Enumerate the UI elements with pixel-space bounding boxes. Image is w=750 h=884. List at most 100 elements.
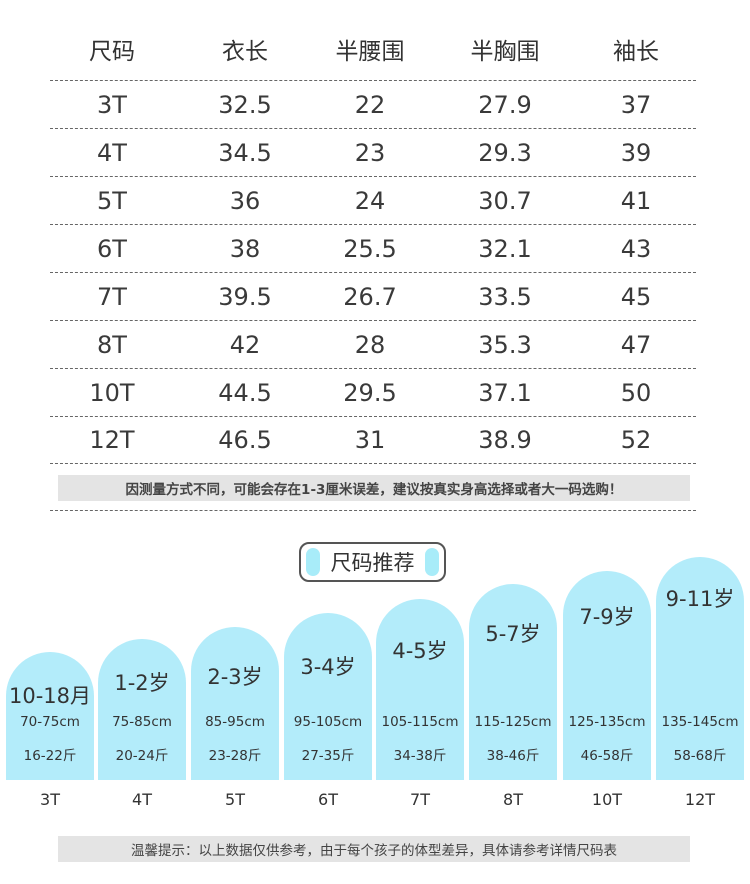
weight-range: 23-28斤	[208, 748, 262, 764]
recommend-column-5t: 2-3岁 85-95cm 23-28斤	[191, 627, 279, 780]
table-header: 尺码 衣长 半腰围 半胸围 袖长	[50, 18, 696, 80]
cell-length: 46.5	[218, 426, 272, 454]
cell-sleeve: 50	[620, 378, 652, 407]
column-size-label: 7T	[410, 790, 430, 809]
cell-waist: 31	[354, 426, 386, 454]
table-row: 12T 46.5 31 38.9 52	[50, 416, 696, 464]
height-range: 85-95cm	[205, 714, 265, 730]
weight-range: 46-58斤	[580, 748, 634, 764]
recommend-column-3t: 10-18月 70-75cm 16-22斤	[6, 652, 94, 780]
cell-size: 7T	[97, 282, 127, 311]
cell-length: 39.5	[218, 282, 272, 311]
age-label: 4-5岁	[392, 639, 448, 663]
cell-waist: 24	[354, 186, 386, 215]
pill-decoration	[425, 548, 439, 576]
column-size-label: 10T	[591, 790, 623, 809]
table-row: 4T 34.5 23 29.3 39	[50, 128, 696, 176]
column-size-label: 4T	[132, 790, 152, 809]
height-range: 125-135cm	[568, 714, 646, 730]
age-label: 7-9岁	[579, 605, 635, 629]
cell-length: 34.5	[218, 138, 272, 167]
header-length: 衣长	[222, 39, 268, 65]
cell-waist: 29.5	[343, 378, 397, 407]
header-waist: 半腰围	[335, 39, 405, 65]
weight-range: 27-35斤	[301, 748, 355, 764]
column-size-label: 5T	[225, 790, 245, 809]
table-row: 6T 38 25.5 32.1 43	[50, 224, 696, 272]
recommend-column-6t: 3-4岁 95-105cm 27-35斤	[284, 613, 372, 780]
cell-size: 10T	[89, 378, 135, 407]
cell-chest: 35.3	[478, 330, 532, 359]
measure-note: 因测量方式不同，可能会存在1-3厘米误差，建议按真实身高选择或者大一码选购！	[58, 475, 690, 501]
column-size-label: 8T	[503, 790, 523, 809]
cell-waist: 28	[354, 330, 386, 359]
age-label: 3-4岁	[300, 655, 356, 679]
table-row: 5T 36 24 30.7 41	[50, 176, 696, 224]
cell-sleeve: 39	[620, 138, 652, 167]
table-row: 3T 32.5 22 27.9 37	[50, 80, 696, 128]
age-label: 1-2岁	[114, 671, 170, 695]
divider	[50, 510, 696, 511]
cell-size: 5T	[97, 186, 127, 215]
table-row: 8T 42 28 35.3 47	[50, 320, 696, 368]
cell-length: 42	[229, 330, 261, 359]
weight-range: 58-68斤	[673, 748, 727, 764]
height-range: 95-105cm	[293, 714, 363, 730]
header-chest: 半胸围	[470, 39, 540, 65]
recommend-title-box: 尺码推荐	[299, 542, 446, 582]
height-range: 70-75cm	[20, 714, 80, 730]
table-row: 7T 39.5 26.7 33.5 45	[50, 272, 696, 320]
recommend-column-7t: 4-5岁 105-115cm 34-38斤	[376, 599, 464, 780]
recommend-column-10t: 7-9岁 125-135cm 46-58斤	[563, 571, 651, 780]
cell-chest: 27.9	[478, 90, 532, 119]
cell-chest: 37.1	[478, 378, 532, 407]
cell-chest: 33.5	[478, 282, 532, 311]
cell-size: 12T	[89, 426, 135, 454]
cell-waist: 23	[354, 138, 386, 167]
cell-sleeve: 43	[620, 234, 652, 263]
cell-sleeve: 41	[620, 186, 652, 215]
column-size-label: 12T	[684, 790, 716, 809]
height-range: 75-85cm	[112, 714, 172, 730]
recommend-column-8t: 5-7岁 115-125cm 38-46斤	[469, 584, 557, 780]
weight-range: 20-24斤	[115, 748, 169, 764]
recommend-column-12t: 9-11岁 135-145cm 58-68斤	[656, 557, 744, 780]
cell-size: 3T	[97, 90, 127, 119]
weight-range: 34-38斤	[393, 748, 447, 764]
tip-note: 温馨提示：以上数据仅供参考，由于每个孩子的体型差异，具体请参考详情尺码表	[58, 836, 690, 862]
cell-chest: 32.1	[478, 234, 532, 263]
cell-sleeve: 52	[620, 426, 652, 454]
cell-size: 8T	[97, 330, 127, 359]
height-range: 115-125cm	[474, 714, 552, 730]
cell-chest: 38.9	[478, 426, 532, 454]
table-row: 10T 44.5 29.5 37.1 50	[50, 368, 696, 416]
height-range: 105-115cm	[381, 714, 459, 730]
age-label: 2-3岁	[207, 665, 263, 689]
cell-length: 44.5	[218, 378, 272, 407]
cell-sleeve: 47	[620, 330, 652, 359]
cell-size: 6T	[97, 234, 127, 263]
cell-length: 38	[229, 234, 261, 263]
cell-waist: 26.7	[343, 282, 397, 311]
cell-chest: 30.7	[478, 186, 532, 215]
size-table: 尺码 衣长 半腰围 半胸围 袖长 3T 32.5 22 27.9 37 4T 3…	[50, 18, 696, 464]
cell-size: 4T	[97, 138, 127, 167]
age-label: 10-18月	[8, 684, 92, 708]
weight-range: 16-22斤	[23, 748, 77, 764]
column-size-label: 6T	[318, 790, 338, 809]
age-label: 5-7岁	[485, 622, 541, 646]
height-range: 135-145cm	[661, 714, 739, 730]
column-size-label: 3T	[40, 790, 60, 809]
recommend-column-4t: 1-2岁 75-85cm 20-24斤	[98, 639, 186, 780]
cell-waist: 25.5	[343, 234, 397, 263]
cell-length: 36	[229, 186, 261, 215]
weight-range: 38-46斤	[486, 748, 540, 764]
cell-sleeve: 37	[620, 90, 652, 119]
header-size: 尺码	[89, 39, 135, 65]
cell-sleeve: 45	[620, 282, 652, 311]
recommend-title: 尺码推荐	[330, 551, 415, 575]
cell-waist: 22	[354, 90, 386, 119]
cell-length: 32.5	[218, 90, 272, 119]
cell-chest: 29.3	[478, 138, 532, 167]
age-label: 9-11岁	[665, 587, 735, 611]
